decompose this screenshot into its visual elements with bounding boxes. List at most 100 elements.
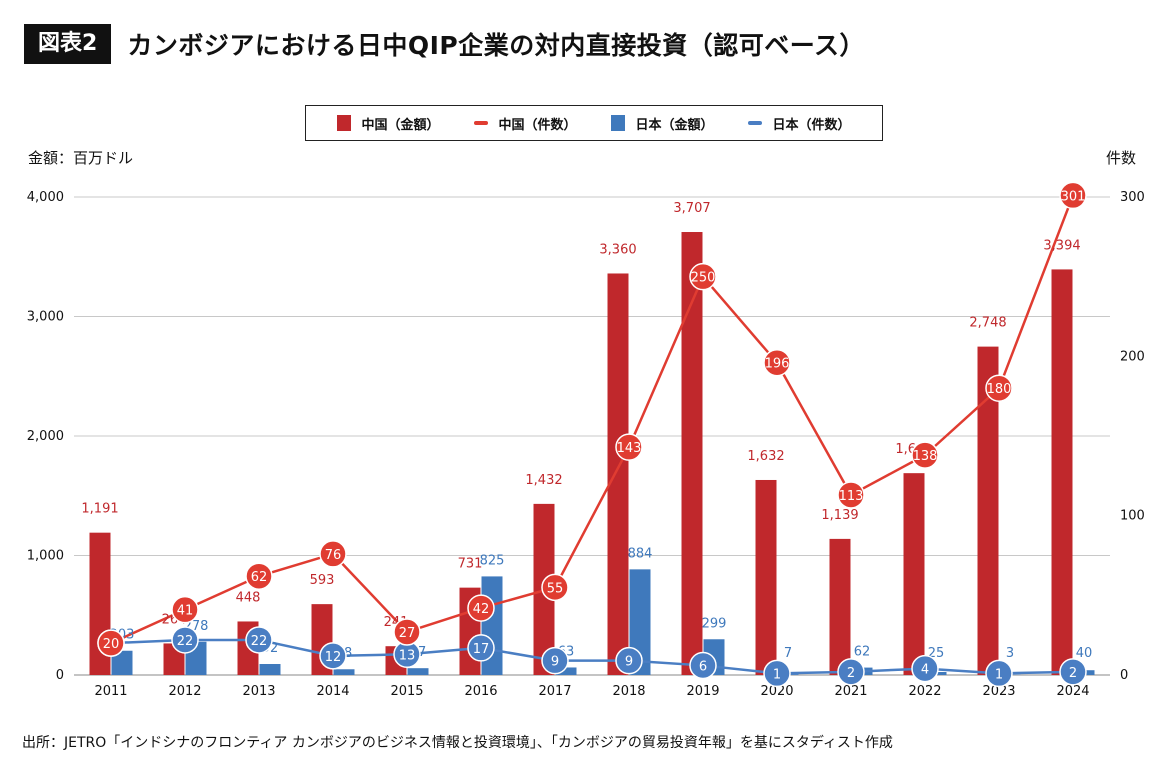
point-japan-count-marker xyxy=(319,642,347,670)
y2-tick-label: 100 xyxy=(1120,509,1145,524)
x-tick-label: 2011 xyxy=(94,684,127,699)
bar-china xyxy=(1051,269,1073,675)
data-label-china-amount: 3,360 xyxy=(599,242,636,257)
data-label-china-amount: 2,748 xyxy=(969,316,1006,331)
bar-china xyxy=(607,273,629,675)
x-tick-label: 2017 xyxy=(538,684,571,699)
data-label-china-amount: 3,707 xyxy=(673,201,710,216)
point-china-count-label: 143 xyxy=(617,441,642,456)
point-china-count-marker xyxy=(985,374,1013,402)
point-china-count-marker xyxy=(467,594,495,622)
point-china-count-label: 55 xyxy=(547,581,564,596)
figure-header: 図表2 カンボジアにおける日中QIP企業の対内直接投資（認可ベース） xyxy=(24,24,865,64)
point-japan-count-marker xyxy=(171,626,199,654)
point-china-count-label: 250 xyxy=(691,271,716,286)
legend-label-japan-count: 日本（件数） xyxy=(772,117,851,133)
point-china-count-marker xyxy=(97,629,125,657)
point-china-count-label: 138 xyxy=(913,449,938,464)
data-label-china-amount: 1,632 xyxy=(747,449,784,464)
x-tick-label: 2015 xyxy=(390,684,423,699)
x-tick-label: 2020 xyxy=(760,684,793,699)
point-china-count-marker xyxy=(541,573,569,602)
legend-swatch-china-bar xyxy=(337,115,352,131)
legend-japan-count: 日本（件数） xyxy=(748,114,851,133)
point-china-count-marker xyxy=(393,618,421,646)
bar-china xyxy=(903,473,925,675)
point-japan-count-label: 2 xyxy=(1069,666,1077,681)
point-china-count-marker xyxy=(319,540,347,568)
data-label-japan-amount: 7 xyxy=(784,646,792,661)
x-tick-label: 2013 xyxy=(242,684,275,699)
x-tick-label: 2018 xyxy=(612,684,645,699)
left-axis-title: 金額：百万ドル xyxy=(28,149,134,167)
point-japan-count-marker xyxy=(763,659,791,688)
point-china-count-marker xyxy=(615,433,643,461)
x-tick-label: 2023 xyxy=(982,684,1015,699)
point-japan-count-marker xyxy=(689,651,717,680)
point-japan-count-label: 4 xyxy=(921,663,929,678)
point-china-count-label: 76 xyxy=(325,548,342,563)
legend-label-japan-amount: 日本（金額） xyxy=(635,117,714,133)
data-label-japan-amount: 299 xyxy=(702,616,727,631)
legend-label-china-amount: 中国（金額） xyxy=(361,117,440,133)
point-japan-count-label: 1 xyxy=(995,667,1003,682)
data-label-china-amount: 448 xyxy=(236,590,261,605)
x-tick-label: 2021 xyxy=(834,684,867,699)
data-label-china-amount: 1,191 xyxy=(81,502,118,517)
right-axis-title: 件数 xyxy=(1106,149,1137,167)
point-china-count-marker xyxy=(911,441,939,469)
y-tick-label: 4,000 xyxy=(27,190,64,205)
point-japan-count-label: 22 xyxy=(251,634,268,649)
point-japan-count-marker xyxy=(615,646,643,675)
legend-china-count: 中国（件数） xyxy=(474,114,577,133)
point-china-count-marker xyxy=(763,348,791,377)
point-china-count-marker xyxy=(245,562,273,590)
bar-japan xyxy=(333,669,355,675)
bar-japan xyxy=(259,664,281,675)
point-china-count-label: 180 xyxy=(987,382,1012,397)
x-tick-label: 2012 xyxy=(168,684,201,699)
data-label-japan-amount: 825 xyxy=(480,553,505,568)
point-china-count-label: 41 xyxy=(177,604,194,619)
point-japan-count-label: 22 xyxy=(177,634,194,649)
point-japan-count-label: 1 xyxy=(773,667,781,682)
point-japan-count-label: 17 xyxy=(473,642,490,657)
data-label-china-amount: 1,432 xyxy=(525,473,562,488)
bar-japan xyxy=(555,667,577,675)
y-tick-label: 1,000 xyxy=(27,549,64,564)
x-tick-label: 2019 xyxy=(686,684,719,699)
point-china-count-label: 301 xyxy=(1061,189,1086,204)
x-tick-label: 2016 xyxy=(464,684,497,699)
y2-tick-label: 200 xyxy=(1120,349,1145,364)
bar-china xyxy=(755,479,777,675)
point-japan-count-label: 9 xyxy=(551,655,559,670)
y-tick-label: 3,000 xyxy=(27,310,64,325)
point-japan-count-marker xyxy=(985,659,1013,688)
y2-tick-label: 300 xyxy=(1120,190,1145,205)
point-japan-count-marker xyxy=(1059,658,1087,686)
bar-china xyxy=(681,232,703,676)
legend-china-amount: 中国（金額） xyxy=(337,114,440,133)
legend-swatch-china-line xyxy=(474,121,489,125)
point-japan-count-label: 2 xyxy=(847,666,855,681)
bar-china xyxy=(977,346,999,675)
y2-tick-label: 0 xyxy=(1120,668,1128,683)
point-china-count-label: 42 xyxy=(473,602,490,617)
point-japan-count-label: 12 xyxy=(325,650,342,665)
data-label-japan-amount: 40 xyxy=(1076,646,1093,661)
bar-china xyxy=(829,538,851,675)
legend-swatch-japan-line xyxy=(748,121,763,125)
data-label-japan-amount: 884 xyxy=(628,546,653,561)
legend-japan-amount: 日本（金額） xyxy=(611,114,714,133)
point-china-count-label: 62 xyxy=(251,570,268,585)
bar-japan xyxy=(111,650,133,675)
figure-label: 図表2 xyxy=(24,24,112,64)
point-japan-count-marker xyxy=(541,646,569,675)
point-japan-count-label: 9 xyxy=(625,655,633,670)
data-label-china-amount: 593 xyxy=(310,573,335,588)
point-china-count-label: 113 xyxy=(839,489,864,504)
point-japan-count-marker xyxy=(467,634,495,662)
data-label-japan-amount: 62 xyxy=(854,645,871,660)
x-tick-label: 2014 xyxy=(316,684,349,699)
